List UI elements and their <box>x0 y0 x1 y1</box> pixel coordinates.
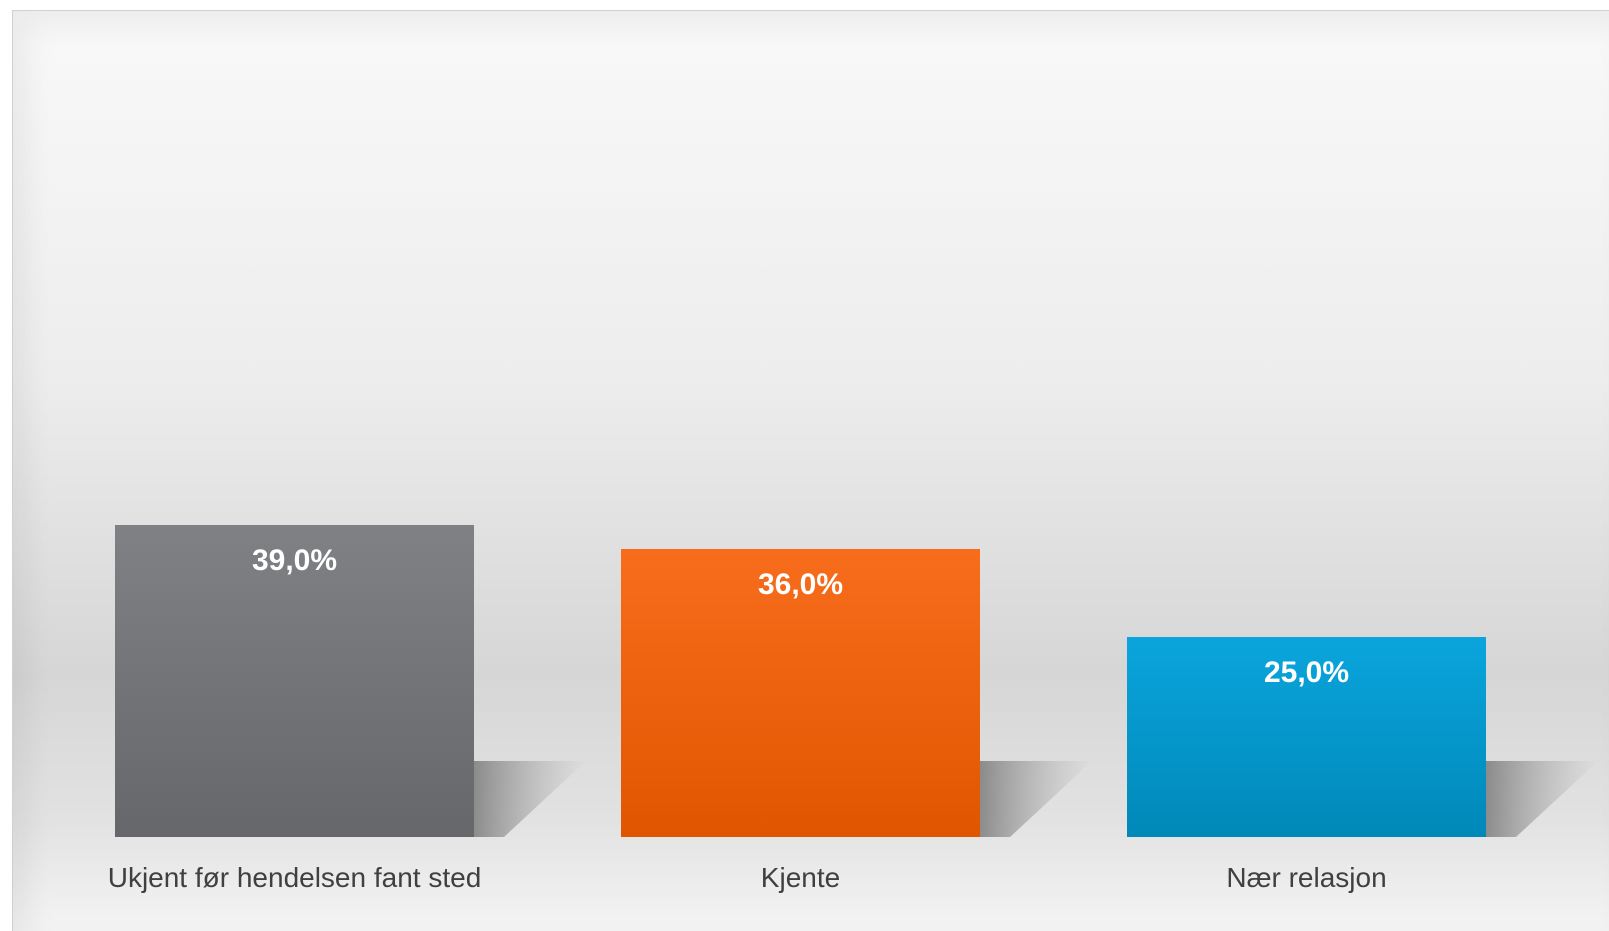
category-labels: Ukjent før hendelsen fant sted Kjente Nær … <box>108 862 1387 893</box>
category-label: Ukjent før hendelsen fant sted <box>108 862 482 893</box>
bar-shadow <box>980 761 1092 837</box>
bar-shadow <box>474 761 586 837</box>
chart-frame: 39,0% 36,0% 25,0% Ukjent før hendelsen fan… <box>12 10 1609 931</box>
bar-chart: 39,0% 36,0% 25,0% Ukjent før hendelsen fan… <box>13 11 1609 931</box>
category-label: Kjente <box>761 862 840 893</box>
bar-value-label: 39,0% <box>252 544 337 577</box>
bar-value-label: 25,0% <box>1264 656 1349 689</box>
bar-shadow <box>1486 761 1598 837</box>
category-label: Nær relasjon <box>1226 862 1386 893</box>
bar-value-label: 36,0% <box>758 568 843 601</box>
